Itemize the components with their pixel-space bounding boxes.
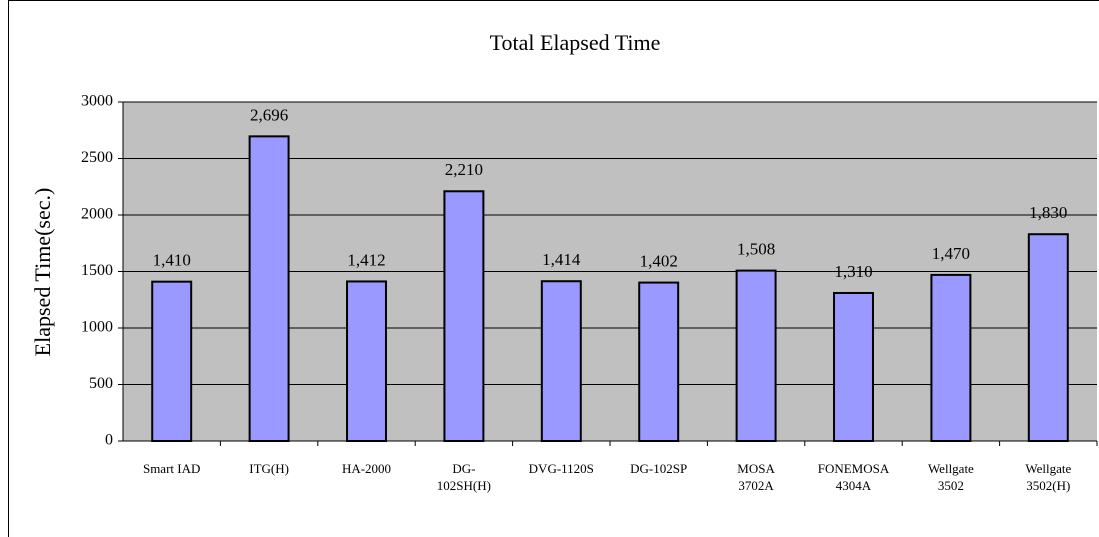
y-tick-label: 2500: [81, 149, 113, 166]
data-label: 1,410: [153, 251, 191, 270]
x-tick-label: MOSA 3702A: [737, 461, 775, 493]
bar: [540, 280, 582, 442]
x-tick-label: Smart IAD: [142, 461, 201, 476]
bar: [248, 135, 290, 443]
y-tick-label: 1500: [81, 262, 113, 279]
bar: [346, 280, 387, 442]
bar: [638, 281, 680, 442]
x-tick-label: FONEMOSA 4304A: [817, 461, 890, 493]
y-tick-label: 3000: [81, 93, 113, 110]
x-tick-label: DG-102SP: [630, 461, 688, 476]
data-label: 1,310: [834, 262, 872, 281]
chart-title: Total Elapsed Time: [490, 30, 661, 55]
y-tick-label: 0: [105, 432, 113, 449]
data-label: 1,402: [640, 251, 678, 270]
x-tick-label: DG-102SH(H): [436, 461, 491, 493]
x-tick-label: Wellgate 3502(H): [1025, 461, 1072, 493]
y-tick-label: 2000: [81, 206, 113, 223]
data-label: 1,470: [932, 244, 970, 263]
data-label: 1,830: [1029, 203, 1067, 222]
data-label: 1,412: [347, 250, 385, 269]
data-label: 2,210: [445, 160, 483, 179]
bar: [930, 273, 972, 443]
x-tick-label: DVG-1120S: [528, 461, 594, 476]
bar: [151, 280, 193, 443]
x-tick-label: Wellgate 3502: [927, 461, 974, 493]
y-axis-label: Elapsed Time(sec.): [30, 188, 55, 357]
bar: [735, 269, 777, 443]
bar: [833, 291, 874, 442]
bar: [1027, 233, 1069, 442]
bar: [443, 190, 485, 442]
x-tick-label: HA-2000: [341, 461, 392, 476]
x-tick-label: ITG(H): [249, 461, 289, 476]
data-label: 1,414: [542, 250, 581, 269]
y-tick-label: 1000: [81, 319, 113, 336]
data-label: 1,508: [737, 240, 775, 259]
data-label: 2,696: [250, 105, 288, 124]
y-tick-label: 500: [89, 375, 113, 392]
